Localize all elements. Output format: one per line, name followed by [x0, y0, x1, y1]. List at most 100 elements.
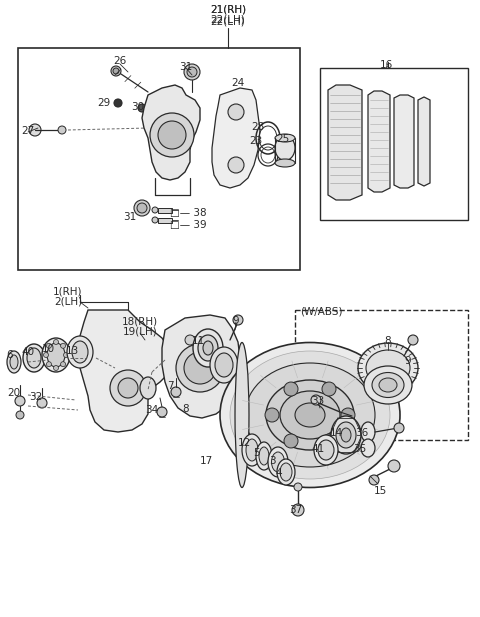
Circle shape	[157, 407, 167, 417]
Circle shape	[138, 104, 146, 112]
Circle shape	[184, 64, 200, 80]
Polygon shape	[368, 91, 390, 192]
Text: 15: 15	[373, 486, 386, 496]
Ellipse shape	[268, 447, 288, 477]
Ellipse shape	[23, 344, 45, 372]
Bar	[158, 218, 172, 223]
Ellipse shape	[27, 348, 41, 368]
Ellipse shape	[275, 134, 295, 142]
Circle shape	[228, 104, 244, 120]
Ellipse shape	[280, 391, 340, 439]
Text: 24: 24	[231, 78, 245, 88]
Text: 3: 3	[269, 456, 276, 466]
Ellipse shape	[7, 351, 21, 373]
Circle shape	[15, 396, 25, 406]
Ellipse shape	[256, 442, 272, 470]
Ellipse shape	[246, 439, 258, 461]
Ellipse shape	[67, 336, 93, 368]
Polygon shape	[394, 95, 414, 188]
Ellipse shape	[140, 377, 156, 399]
Text: 14: 14	[329, 428, 343, 438]
Text: 33: 33	[312, 396, 324, 406]
Ellipse shape	[314, 435, 338, 465]
Circle shape	[171, 387, 181, 397]
Ellipse shape	[372, 373, 404, 397]
Ellipse shape	[230, 351, 390, 479]
Text: 11: 11	[192, 336, 204, 346]
Ellipse shape	[364, 366, 412, 404]
Circle shape	[113, 68, 119, 74]
Circle shape	[134, 200, 150, 216]
Circle shape	[53, 365, 59, 370]
Text: □— 39: □— 39	[170, 220, 206, 230]
Circle shape	[284, 382, 298, 396]
Ellipse shape	[275, 136, 295, 160]
Ellipse shape	[47, 343, 65, 367]
Circle shape	[394, 423, 404, 433]
Circle shape	[185, 335, 195, 345]
Text: 23: 23	[250, 136, 263, 146]
Polygon shape	[328, 85, 362, 200]
Text: 35: 35	[353, 444, 367, 454]
Text: 17: 17	[199, 456, 213, 466]
Text: 34: 34	[145, 405, 158, 415]
Text: 27: 27	[22, 126, 35, 136]
Ellipse shape	[203, 341, 213, 355]
Circle shape	[369, 475, 379, 485]
Text: 40: 40	[22, 347, 35, 357]
Circle shape	[176, 344, 224, 392]
Ellipse shape	[277, 459, 295, 485]
Text: 31: 31	[123, 212, 137, 222]
Polygon shape	[162, 315, 240, 418]
Circle shape	[228, 157, 244, 173]
Ellipse shape	[220, 342, 400, 487]
Ellipse shape	[318, 440, 334, 460]
Circle shape	[284, 434, 298, 448]
Circle shape	[152, 217, 158, 223]
Text: 13: 13	[65, 346, 79, 356]
Circle shape	[292, 504, 304, 516]
Circle shape	[60, 343, 66, 349]
Text: 19(LH): 19(LH)	[122, 327, 157, 337]
Text: 2(LH): 2(LH)	[54, 297, 82, 307]
Circle shape	[29, 124, 41, 136]
Ellipse shape	[42, 338, 70, 372]
Circle shape	[58, 126, 66, 134]
Circle shape	[388, 460, 400, 472]
Text: 6: 6	[7, 350, 13, 360]
Ellipse shape	[379, 378, 397, 392]
Circle shape	[322, 382, 336, 396]
Circle shape	[60, 362, 66, 366]
Ellipse shape	[235, 342, 249, 487]
Circle shape	[111, 66, 121, 76]
Circle shape	[37, 398, 47, 408]
Text: 8: 8	[384, 336, 391, 346]
Circle shape	[118, 378, 138, 398]
Circle shape	[16, 411, 24, 419]
Text: 37: 37	[289, 505, 302, 515]
Circle shape	[265, 408, 279, 422]
Ellipse shape	[272, 452, 285, 472]
Ellipse shape	[215, 353, 233, 377]
Text: □— 38: □— 38	[170, 208, 206, 218]
Text: 21(RH): 21(RH)	[210, 5, 246, 15]
Circle shape	[47, 343, 51, 349]
Text: 22(LH): 22(LH)	[211, 16, 245, 26]
Bar	[158, 208, 172, 213]
Circle shape	[150, 113, 194, 157]
Bar	[18, 48, 300, 270]
Circle shape	[47, 362, 51, 366]
Text: 22(LH): 22(LH)	[211, 15, 245, 25]
Text: 1(RH): 1(RH)	[53, 286, 83, 296]
Circle shape	[53, 339, 59, 344]
Ellipse shape	[358, 343, 418, 393]
Ellipse shape	[10, 355, 18, 369]
Ellipse shape	[366, 350, 410, 386]
Text: 16: 16	[379, 60, 393, 70]
Circle shape	[294, 483, 302, 491]
Circle shape	[110, 370, 146, 406]
Text: 9: 9	[233, 316, 240, 326]
Bar	[295, 310, 468, 440]
Text: 29: 29	[97, 98, 110, 108]
Ellipse shape	[266, 380, 354, 450]
